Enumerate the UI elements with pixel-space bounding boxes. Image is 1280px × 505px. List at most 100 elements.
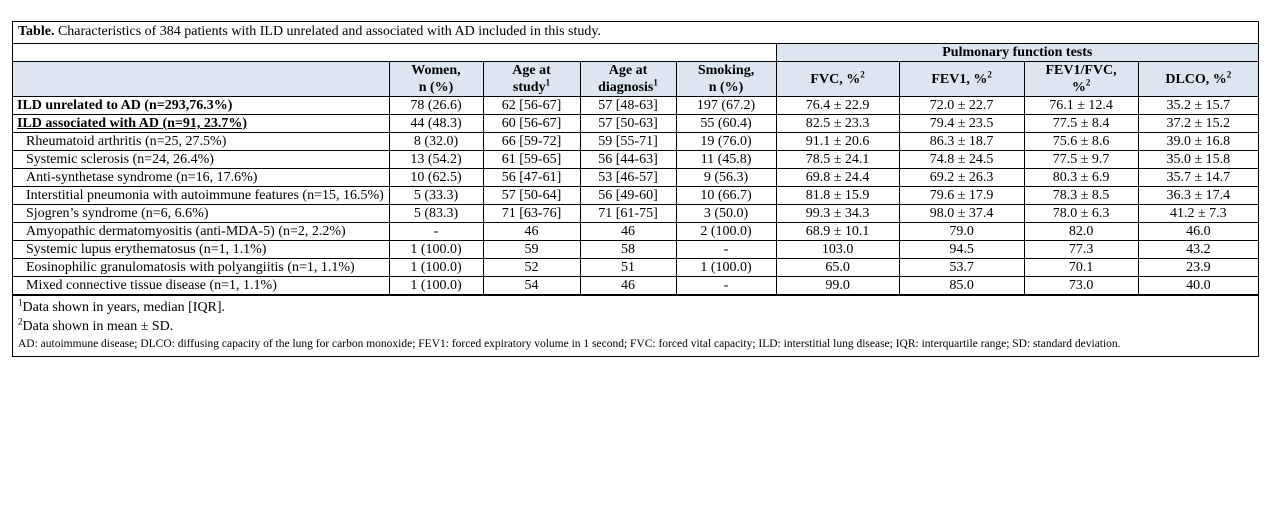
table-row: Anti-synthetase syndrome (n=16, 17.6%) 10… [13, 168, 1259, 187]
footnote-1-marker: 1 [18, 297, 23, 308]
table-row: Rheumatoid arthritis (n=25, 27.5%) 8 (32.… [13, 132, 1259, 151]
table-cell: 80.3 ± 6.9 [1023, 168, 1139, 187]
column-header-main: FVC, % [810, 71, 861, 87]
row-label: Anti-synthetase syndrome (n=16, 17.6%) [13, 168, 390, 187]
footnotes: 1Data shown in years, median [IQR]. 2Dat… [13, 295, 1258, 356]
table-cell: 3 (50.0) [675, 204, 777, 223]
table-cell: 91.1 ± 20.6 [775, 132, 900, 151]
table-cell: 57 [50-63] [579, 114, 677, 133]
table-cell: 77.5 ± 8.4 [1023, 114, 1139, 133]
header-row-group: Pulmonary function tests [13, 44, 1259, 62]
row-label: Interstitial pneumonia with autoimmune f… [13, 186, 390, 205]
table-caption: Table. Characteristics of 384 patients w… [13, 22, 1258, 44]
table-cell: 76.1 ± 12.4 [1023, 96, 1139, 115]
table-cell: 35.2 ± 15.7 [1137, 96, 1259, 115]
table-cell: 82.5 ± 23.3 [775, 114, 900, 133]
footnote-2-text: Data shown in mean ± SD. [22, 319, 174, 334]
table-cell: 10 (66.7) [675, 186, 777, 205]
table-row: ILD unrelated to AD (n=293,76.3%) 78 (26.… [13, 96, 1259, 115]
table-cell: 8 (32.0) [388, 132, 484, 151]
characteristics-table: Pulmonary function tests Women, n (%) Age … [13, 44, 1259, 295]
table-cell: 5 (33.3) [388, 186, 484, 205]
table-cell: 77.5 ± 9.7 [1023, 150, 1139, 169]
row-label: Rheumatoid arthritis (n=25, 27.5%) [13, 132, 390, 151]
table-cell: 9 (56.3) [675, 168, 777, 187]
table-body: ILD unrelated to AD (n=293,76.3%) 78 (26.… [13, 96, 1259, 295]
row-label: Sjogren’s syndrome (n=6, 6.6%) [13, 204, 390, 223]
table-cell: 58 [579, 240, 677, 259]
table-cell: 78.5 ± 24.1 [775, 150, 900, 169]
column-header: Age at diagnosis1 [579, 61, 677, 97]
table-cell: 69.8 ± 24.4 [775, 168, 900, 187]
table-cell: 46 [482, 222, 581, 241]
table-cell: 57 [48-63] [579, 96, 677, 115]
table-cell: 94.5 [898, 240, 1025, 259]
table-cell: 73.0 [1023, 276, 1139, 295]
table-cell: 62 [56-67] [482, 96, 581, 115]
header-label-blank [13, 61, 390, 97]
column-header-sub: % [1071, 80, 1086, 95]
table-cell: 103.0 [775, 240, 900, 259]
table-cell: 77.3 [1023, 240, 1139, 259]
table-cell: 59 [55-71] [579, 132, 677, 151]
row-label: Eosinophilic granulomatosis with polyang… [13, 258, 390, 277]
column-header: Age at study1 [482, 61, 581, 97]
table-cell: 69.2 ± 26.3 [898, 168, 1025, 187]
table-cell: 37.2 ± 15.2 [1137, 114, 1259, 133]
table-cell: 44 (48.3) [388, 114, 484, 133]
table-cell: 41.2 ± 7.3 [1137, 204, 1259, 223]
table-cell: 55 (60.4) [675, 114, 777, 133]
column-header-sub: study [512, 80, 546, 95]
table-cell: 79.4 ± 23.5 [898, 114, 1025, 133]
table-cell: 43.2 [1137, 240, 1259, 259]
table-cell: 13 (54.2) [388, 150, 484, 169]
table-cell: 23.9 [1137, 258, 1259, 277]
column-header: FEV1/FVC, %2 [1023, 61, 1139, 97]
column-header-footnote-marker: 2 [860, 68, 865, 79]
table-cell: 35.0 ± 15.8 [1137, 150, 1259, 169]
table-cell: 36.3 ± 17.4 [1137, 186, 1259, 205]
table-row: Mixed connective tissue disease (n=1, 1.… [13, 276, 1259, 295]
table-cell: 1 (100.0) [388, 240, 484, 259]
table-cell: 76.4 ± 22.9 [775, 96, 900, 115]
table-cell: 61 [59-65] [482, 150, 581, 169]
table-cell: 11 (45.8) [675, 150, 777, 169]
table-cell: 40.0 [1137, 276, 1259, 295]
table-cell: 1 (100.0) [675, 258, 777, 277]
table-cell: - [388, 222, 484, 241]
table-cell: 54 [482, 276, 581, 295]
table-row: ILD associated with AD (n=91, 23.7%) 44 (… [13, 114, 1259, 133]
table-cell: 79.6 ± 17.9 [898, 186, 1025, 205]
table-cell: 46 [579, 276, 677, 295]
row-label: ILD unrelated to AD (n=293,76.3%) [13, 96, 390, 115]
column-header-footnote-marker: 1 [545, 77, 551, 88]
table-row: Amyopathic dermatomyositis (anti-MDA-5) … [13, 222, 1259, 241]
table-row: Sjogren’s syndrome (n=6, 6.6%) 5 (83.3) 71… [13, 204, 1259, 223]
table-cell: 46 [579, 222, 677, 241]
table-cell: 56 [47-61] [482, 168, 581, 187]
table-cell: 75.6 ± 8.6 [1023, 132, 1139, 151]
column-header-footnote-marker: 2 [1085, 77, 1091, 88]
column-header-footnote-marker: 2 [987, 68, 992, 79]
column-header: Women, n (%) [388, 61, 484, 97]
table-cell: 59 [482, 240, 581, 259]
footnote-2-marker: 2 [18, 316, 23, 327]
table-cell: 56 [44-63] [579, 150, 677, 169]
column-header: FEV1, %2 [898, 61, 1025, 97]
table-cell: 19 (76.0) [675, 132, 777, 151]
table-cell: 81.8 ± 15.9 [775, 186, 900, 205]
caption-label: Table. [18, 24, 55, 39]
column-header: Smoking, n (%) [675, 61, 777, 97]
table-cell: 98.0 ± 37.4 [898, 204, 1025, 223]
table-cell: 99.0 [775, 276, 900, 295]
column-header-main: FEV1, % [931, 71, 988, 87]
table-cell: 68.9 ± 10.1 [775, 222, 900, 241]
footnote-1: 1Data shown in years, median [IQR]. [18, 298, 1253, 317]
footnote-1-text: Data shown in years, median [IQR]. [22, 300, 226, 315]
column-header-footnote-marker: 2 [1226, 68, 1232, 79]
table-cell: 71 [63-76] [482, 204, 581, 223]
table-cell: 72.0 ± 22.7 [898, 96, 1025, 115]
table-cell: 56 [49-60] [579, 186, 677, 205]
table-cell: 74.8 ± 24.5 [898, 150, 1025, 169]
row-label: Systemic lupus erythematosus (n=1, 1.1%) [13, 240, 390, 259]
